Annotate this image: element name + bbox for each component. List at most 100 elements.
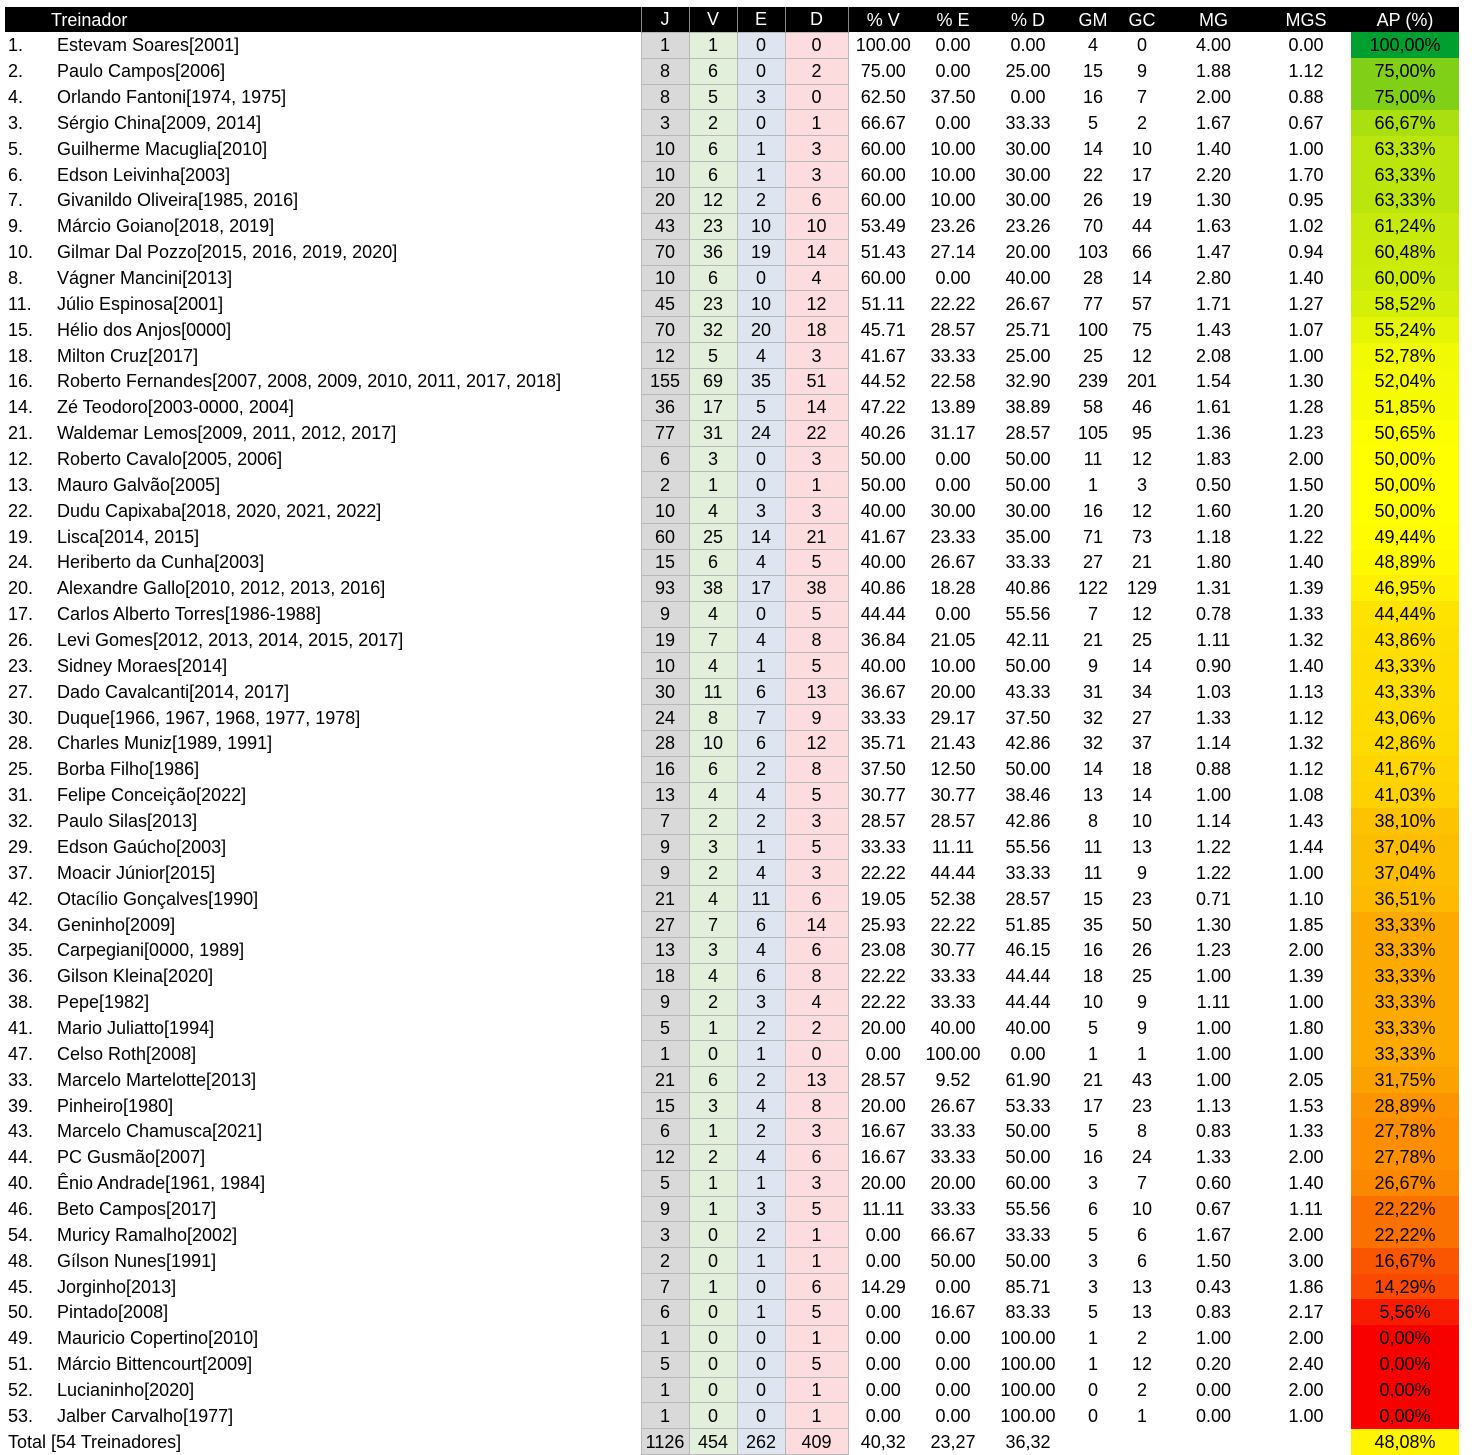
- pct-wins: 22.22: [860, 992, 906, 1013]
- draws: 3: [736, 1195, 786, 1223]
- table-row: 38. Pepe[1982] 9 2 3 4 22.22 33.33 44.44 10 9 1.11 1…: [5, 988, 1459, 1016]
- coach-rank: 42.: [8, 888, 34, 909]
- avg-goals-against: 1.00: [1288, 1043, 1324, 1064]
- coach-rank: 40.: [8, 1173, 34, 1194]
- coach-name: Dado Cavalcanti[2014, 2017]: [57, 681, 290, 702]
- draws: 4: [736, 936, 786, 964]
- wins: 8: [688, 704, 738, 732]
- avg-goals-for: 1.40: [1195, 138, 1232, 159]
- coach-name: Lucianinho[2020]: [57, 1379, 195, 1400]
- goals-against: 9: [1136, 992, 1147, 1013]
- coach-rank: 28.: [8, 733, 34, 754]
- coach-rank: 45.: [8, 1276, 34, 1297]
- avg-goals-for: 1.47: [1195, 242, 1232, 263]
- avg-goals-against: 1.30: [1288, 371, 1324, 392]
- pct-losses: 38.46: [1005, 785, 1051, 806]
- goals-against: 17: [1131, 164, 1153, 185]
- ap-percent: 33,33%: [1351, 911, 1459, 938]
- goals-for: 5: [1087, 1302, 1098, 1323]
- wins: 23: [688, 290, 738, 318]
- ap-percent: 63,33%: [1351, 187, 1459, 214]
- avg-goals-against: 1.43: [1288, 811, 1324, 832]
- wins: 17: [688, 393, 738, 421]
- pct-wins: 0.00: [865, 1328, 901, 1349]
- draws: 0: [736, 445, 786, 473]
- losses: 1: [784, 1221, 849, 1249]
- avg-goals-against: 2.00: [1288, 1224, 1324, 1245]
- games: 10: [640, 135, 690, 163]
- table-row: 19. Lisca[2014, 2015] 60 25 14 21 41.67 23.33 35…: [5, 523, 1459, 551]
- goals-against: 43: [1131, 1069, 1153, 1090]
- draws: 3: [736, 988, 786, 1016]
- pct-draws: 21.05: [930, 630, 976, 651]
- draws: 11: [736, 885, 786, 913]
- wins: 38: [688, 574, 738, 602]
- goals-for: 105: [1077, 423, 1109, 444]
- table-row: 1. Estevam Soares[2001] 1 1 0 0 100.00 0.00 0.00…: [5, 31, 1459, 59]
- pct-draws: 11.11: [931, 836, 975, 857]
- pct-losses: 25.00: [1005, 345, 1051, 366]
- draws: 14: [736, 523, 786, 551]
- goals-against: 2: [1136, 1328, 1147, 1349]
- draws: 0: [736, 471, 786, 499]
- avg-goals-for: 1.83: [1195, 449, 1232, 470]
- coach-rank: 35.: [8, 940, 34, 961]
- ap-percent: 44,44%: [1351, 601, 1459, 628]
- pct-losses: 25.71: [1005, 319, 1051, 340]
- games: 70: [640, 316, 690, 344]
- pct-draws: 28.57: [930, 319, 976, 340]
- table-row: 6. Edson Leivinha[2003] 10 6 1 3 60.00 10.00 30.…: [5, 161, 1459, 189]
- coach-name: Givanildo Oliveira[1985, 2016]: [57, 190, 299, 211]
- games: 10: [640, 652, 690, 680]
- avg-goals-against: 1.28: [1288, 397, 1324, 418]
- table-row: 53. Jalber Carvalho[1977] 1 0 0 1 0.00 0.00 100.…: [5, 1402, 1459, 1430]
- coach-rank: 7.: [8, 190, 24, 211]
- losses: 6: [784, 1273, 849, 1300]
- wins: 7: [688, 626, 738, 654]
- pct-wins: 20.00: [860, 1095, 906, 1116]
- total-ap: 48,08%: [1351, 1428, 1459, 1455]
- pct-draws: 16.67: [930, 1302, 976, 1323]
- coach-rank: 41.: [8, 1017, 34, 1038]
- ap-percent: 38,10%: [1351, 808, 1459, 834]
- games: 21: [640, 1066, 690, 1094]
- ap-percent: 60,00%: [1351, 265, 1459, 291]
- coach-rank: 4.: [8, 87, 24, 107]
- coach-rank: 50.: [8, 1302, 34, 1323]
- draws: 4: [736, 342, 786, 370]
- games: 16: [640, 755, 690, 783]
- pct-losses: 44.44: [1005, 966, 1051, 987]
- goals-for: 4: [1087, 35, 1098, 56]
- pct-losses: 30.00: [1005, 164, 1051, 185]
- pct-losses: 50.00: [1005, 1147, 1051, 1168]
- ap-percent: 0,00%: [1351, 1377, 1459, 1403]
- pct-draws: 52.38: [930, 888, 976, 909]
- wins: 4: [688, 962, 738, 990]
- pct-losses: 61.90: [1005, 1069, 1051, 1090]
- table-row: 49. Mauricio Copertino[2010] 1 0 0 1 0.00 0.00 1…: [5, 1324, 1459, 1352]
- pct-draws: 20.00: [930, 681, 976, 702]
- header-treinador: Treinador: [51, 9, 128, 30]
- pct-draws: 10.00: [930, 655, 976, 676]
- pct-losses: 55.56: [1005, 836, 1051, 857]
- avg-goals-for: 1.00: [1195, 1069, 1232, 1090]
- coach-name: Paulo Silas[2013]: [57, 811, 198, 832]
- losses: 1: [784, 109, 849, 137]
- coach-rank: 44.: [8, 1147, 34, 1168]
- avg-goals-against: 2.00: [1288, 1379, 1324, 1400]
- avg-goals-against: 2.00: [1288, 1328, 1324, 1349]
- pct-wins: 60.00: [860, 268, 906, 289]
- draws: 1: [736, 1040, 786, 1068]
- coach-name: Pinheiro[1980]: [57, 1095, 174, 1116]
- pct-draws: 21.43: [930, 733, 976, 754]
- pct-draws: 40.00: [930, 1017, 976, 1038]
- avg-goals-against: 1.00: [1288, 138, 1324, 159]
- games: 1: [640, 1376, 690, 1404]
- pct-losses: 40.00: [1005, 1017, 1051, 1038]
- pct-draws: 22.22: [930, 914, 976, 935]
- avg-goals-for: 2.20: [1195, 164, 1232, 185]
- draws: 0: [736, 1376, 786, 1404]
- goals-against: 10: [1131, 138, 1153, 159]
- coach-rank: 34.: [8, 914, 34, 935]
- pct-draws: 10.00: [930, 138, 976, 159]
